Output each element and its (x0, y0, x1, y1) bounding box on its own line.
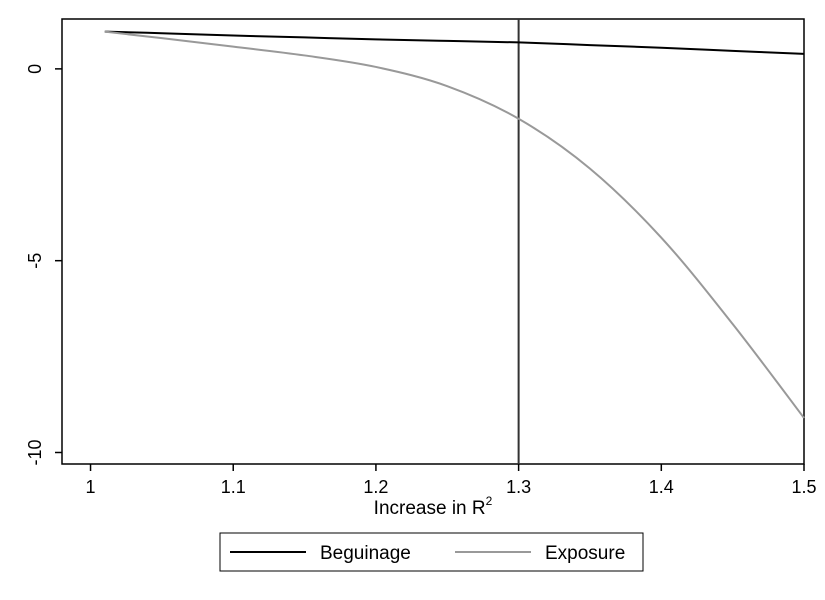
y-axis: 0 -5 -10 (25, 64, 62, 465)
legend-label-beguinage: Beguinage (320, 543, 411, 564)
series-line-beguinage (104, 30, 805, 55)
legend: Beguinage Exposure (219, 532, 644, 572)
x-tick-label: 1.3 (506, 477, 531, 497)
x-tick-label: 1.1 (221, 477, 246, 497)
legend-label-exposure: Exposure (545, 543, 625, 564)
x-axis: 1 1.1 1.2 1.3 1.4 1.5 (86, 464, 817, 497)
y-tick-label: -5 (25, 253, 45, 269)
legend-box (219, 532, 644, 572)
x-tick-label: 1.2 (363, 477, 388, 497)
x-tick-label: 1.5 (791, 477, 816, 497)
series-line-exposure (104, 30, 805, 419)
series-layer (104, 30, 805, 419)
y-tick-label: 0 (25, 64, 45, 74)
y-tick-label: -10 (25, 439, 45, 465)
x-tick-label: 1.4 (649, 477, 674, 497)
plot-area-frame (61, 18, 805, 465)
x-axis-title-superscript: 2 (486, 494, 493, 508)
x-axis-title: Increase in R2 (374, 494, 493, 519)
x-tick-label: 1 (86, 477, 96, 497)
x-axis-title-text: Increase in R (374, 498, 486, 519)
